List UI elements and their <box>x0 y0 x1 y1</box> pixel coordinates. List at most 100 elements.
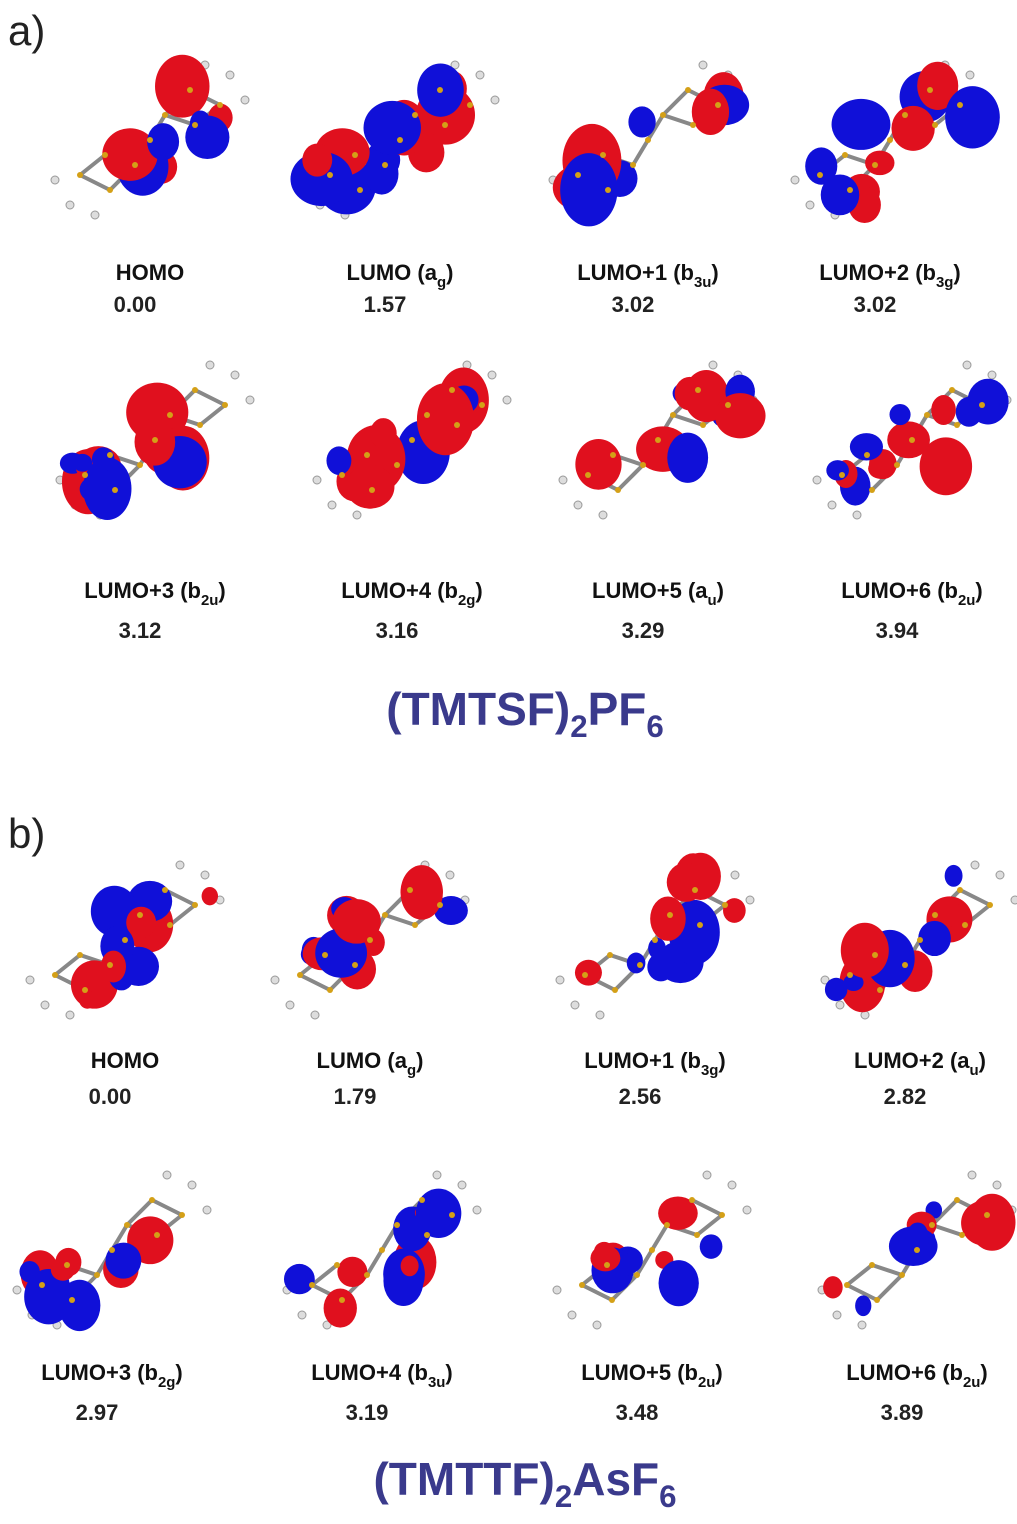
lobe <box>841 923 889 978</box>
orbital-label: LUMO+2 (au) <box>854 1048 986 1079</box>
atom <box>568 1311 576 1319</box>
atom <box>607 952 613 958</box>
lobe <box>19 1261 39 1283</box>
atom <box>442 122 448 128</box>
text-part: LUMO+5 (b <box>581 1360 698 1385</box>
lobe <box>333 899 381 943</box>
atom <box>163 1171 171 1179</box>
atom <box>77 952 83 958</box>
lobe <box>715 393 766 438</box>
bond <box>200 405 225 425</box>
orbital-label: HOMO <box>116 260 184 285</box>
atom <box>887 137 893 143</box>
atom <box>201 871 209 879</box>
text-part: ) <box>979 1048 986 1073</box>
atom <box>574 501 582 509</box>
atom <box>433 1171 441 1179</box>
lobe <box>650 896 686 940</box>
atom <box>66 1011 74 1019</box>
lobe <box>918 921 951 956</box>
atom <box>479 402 485 408</box>
text-part: ) <box>953 260 960 285</box>
orbital-energy: 3.02 <box>612 292 655 317</box>
lobe <box>865 151 894 176</box>
lobe <box>659 1260 699 1306</box>
text-part: LUMO+1 (b <box>577 260 694 285</box>
text-part: LUMO+3 (b <box>41 1360 158 1385</box>
orbital-label: LUMO+5 (b2u) <box>581 1360 723 1391</box>
atom <box>286 1001 294 1009</box>
bond <box>80 175 110 190</box>
text-part: ) <box>975 578 982 603</box>
lobe <box>92 447 115 471</box>
atom <box>367 937 373 943</box>
atom <box>872 162 878 168</box>
lobe <box>692 89 729 135</box>
orbital-image <box>13 1171 211 1331</box>
text-part: LUMO (a <box>347 260 438 285</box>
orbital-energy: 3.02 <box>854 292 897 317</box>
atom <box>914 1247 920 1253</box>
figure: a)HOMO0.00LUMO (ag)1.57LUMO+1 (b3u)3.02L… <box>0 0 1017 1524</box>
atom <box>353 511 361 519</box>
text-part: LUMO+3 (b <box>84 578 201 603</box>
orbital-energy: 3.19 <box>346 1400 389 1425</box>
atom <box>813 476 821 484</box>
text-part: HOMO <box>91 1048 159 1073</box>
lobe <box>823 1276 843 1298</box>
atom <box>864 452 870 458</box>
atom <box>41 1001 49 1009</box>
atom <box>137 912 143 918</box>
atom <box>454 422 460 428</box>
subscript: g <box>437 274 446 291</box>
orbital-energy: 3.12 <box>119 618 162 643</box>
subscript: u <box>708 592 717 609</box>
atom <box>352 962 358 968</box>
atom <box>842 152 848 158</box>
atom <box>132 162 138 168</box>
atom <box>352 152 358 158</box>
text-part: ) <box>711 260 718 285</box>
atom <box>709 361 717 369</box>
atom <box>192 387 198 393</box>
orbital-energy: 0.00 <box>89 1084 132 1109</box>
orbital-image <box>313 361 511 519</box>
atom <box>649 1247 655 1253</box>
atom <box>610 452 616 458</box>
atom <box>949 387 955 393</box>
atom <box>26 976 34 984</box>
atom <box>722 902 728 908</box>
orbital-image <box>791 61 1000 223</box>
atom <box>699 61 707 69</box>
panel-label: b) <box>8 810 45 857</box>
atom <box>694 1232 700 1238</box>
atom <box>491 96 499 104</box>
atom <box>645 137 651 143</box>
atom <box>806 201 814 209</box>
atom <box>630 162 636 168</box>
atom <box>82 987 88 993</box>
atom <box>412 112 418 118</box>
subscript: 3g <box>936 274 953 291</box>
lobe <box>79 990 96 1009</box>
orbital-energy: 3.16 <box>376 618 419 643</box>
atom <box>167 412 173 418</box>
atom <box>309 1282 315 1288</box>
atom <box>424 412 430 418</box>
orbital-image <box>813 361 1011 519</box>
orbital-energy: 3.89 <box>881 1400 924 1425</box>
atom <box>954 1197 960 1203</box>
atom <box>52 972 58 978</box>
subscript: 2g <box>458 592 475 609</box>
atom <box>690 122 696 128</box>
orbital-label: LUMO+2 (b3g) <box>819 260 961 291</box>
atom <box>847 187 853 193</box>
orbital-label: LUMO+6 (b2u) <box>846 1360 988 1391</box>
atom <box>715 102 721 108</box>
atom <box>585 472 591 478</box>
atom <box>877 987 883 993</box>
atom <box>187 87 193 93</box>
atom <box>984 1212 990 1218</box>
text-part: LUMO+4 (b <box>341 578 458 603</box>
atom <box>382 162 388 168</box>
